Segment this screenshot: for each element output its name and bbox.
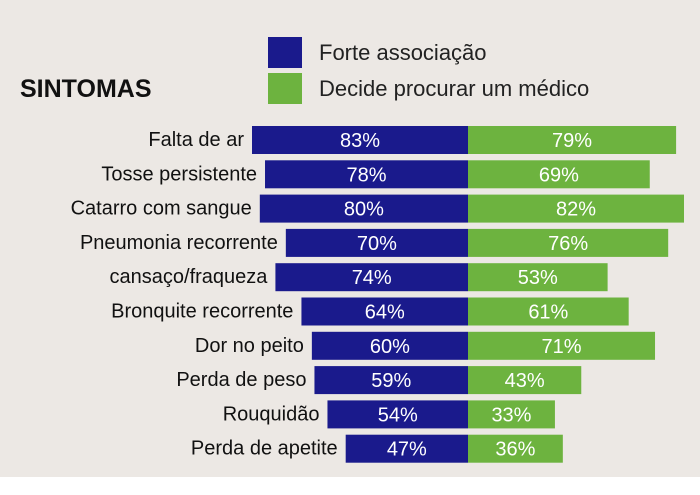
value-label-forte-3: 80% (344, 199, 384, 221)
bar-medico-6 (468, 297, 629, 326)
legend-label-2: Decide procurar um médico (319, 76, 589, 101)
bar-medico-3 (468, 194, 684, 223)
bar-medico-4 (468, 228, 669, 257)
value-label-forte-5: 74% (352, 267, 392, 289)
category-label-4: Pneumonia recorrente (80, 232, 278, 254)
bar-forte-7 (311, 331, 468, 360)
category-label-7: Dor no peito (195, 335, 304, 357)
legend-swatch-2 (268, 73, 302, 104)
category-label-6: Bronquite recorrente (111, 301, 293, 323)
bar-forte-1 (252, 126, 468, 154)
value-label-medico-8: 43% (505, 370, 545, 392)
legend-label-1: Forte associação (319, 40, 487, 65)
bar-medico-5 (468, 263, 608, 292)
value-label-forte-8: 59% (371, 370, 411, 392)
category-label-9: Rouquidão (223, 403, 320, 425)
legend-swatch-1 (268, 37, 302, 68)
category-labels: Falta de ar Tosse persistente Catarro com … (71, 129, 338, 460)
value-label-medico-10: 36% (495, 439, 535, 461)
bar-medico-1 (468, 126, 677, 154)
value-label-medico-2: 69% (539, 164, 579, 186)
bar-forte-10 (345, 434, 468, 463)
value-label-forte-9: 54% (378, 404, 418, 426)
value-label-forte-10: 47% (387, 439, 427, 461)
value-label-medico-6: 61% (528, 302, 568, 324)
legend: Forte associação Decide procurar um médic… (268, 37, 589, 104)
value-label-medico-1: 79% (552, 130, 592, 152)
category-label-2: Tosse persistente (101, 163, 257, 185)
category-label-8: Perda de peso (176, 369, 306, 391)
bar-medico-9 (468, 400, 555, 429)
value-label-forte-6: 64% (365, 302, 405, 324)
chart-title: SINTOMAS (20, 75, 152, 103)
value-label-medico-3: 82% (556, 199, 596, 221)
category-label-5: cansaço/fraqueza (110, 266, 269, 288)
bar-medico-2 (468, 160, 650, 189)
value-label-medico-5: 53% (518, 267, 558, 289)
bar-medico-8 (468, 366, 582, 395)
bar-forte-5 (275, 263, 468, 292)
value-label-forte-4: 70% (357, 233, 397, 255)
value-label-medico-7: 71% (541, 336, 581, 358)
value-label-medico-9: 33% (491, 404, 531, 426)
value-label-forte-7: 60% (370, 336, 410, 358)
category-label-3: Catarro com sangue (71, 198, 252, 220)
bars: 83% 79% 78% 69% 80% 82% 70% 76% 74% 53% 64% 61% 60% 7… (252, 126, 684, 463)
bar-forte-6 (301, 297, 468, 326)
value-label-forte-2: 78% (346, 164, 386, 186)
bar-forte-8 (314, 366, 468, 395)
bar-medico-10 (468, 434, 563, 463)
value-label-medico-4: 76% (548, 233, 588, 255)
bar-forte-2 (265, 160, 468, 189)
bar-medico-7 (468, 331, 656, 360)
bar-forte-3 (259, 194, 468, 223)
bar-forte-9 (327, 400, 468, 429)
value-label-forte-1: 83% (340, 130, 380, 152)
category-label-1: Falta de ar (148, 129, 244, 151)
category-label-10: Perda de apetite (191, 438, 338, 460)
bar-forte-4 (285, 228, 468, 257)
